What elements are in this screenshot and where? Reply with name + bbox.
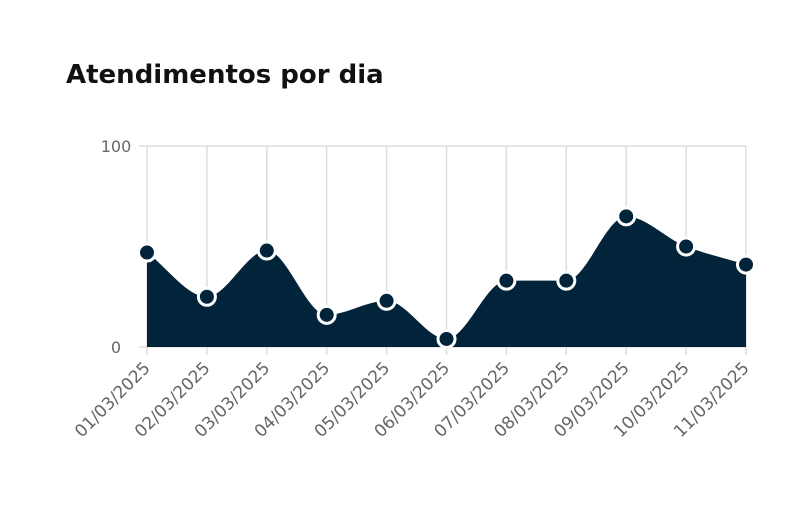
point [616, 206, 637, 227]
point [676, 236, 697, 257]
y-tick-label: 0 [111, 338, 121, 357]
point [436, 328, 457, 349]
point [736, 254, 756, 275]
point [496, 270, 517, 291]
point [256, 240, 277, 261]
y-tick-label: 100 [101, 137, 132, 156]
area [147, 216, 746, 347]
chart-title: Atendimentos por dia [66, 60, 384, 90]
point [196, 286, 217, 307]
point [137, 242, 157, 263]
point [316, 304, 337, 325]
point [376, 290, 397, 311]
point [556, 270, 577, 291]
